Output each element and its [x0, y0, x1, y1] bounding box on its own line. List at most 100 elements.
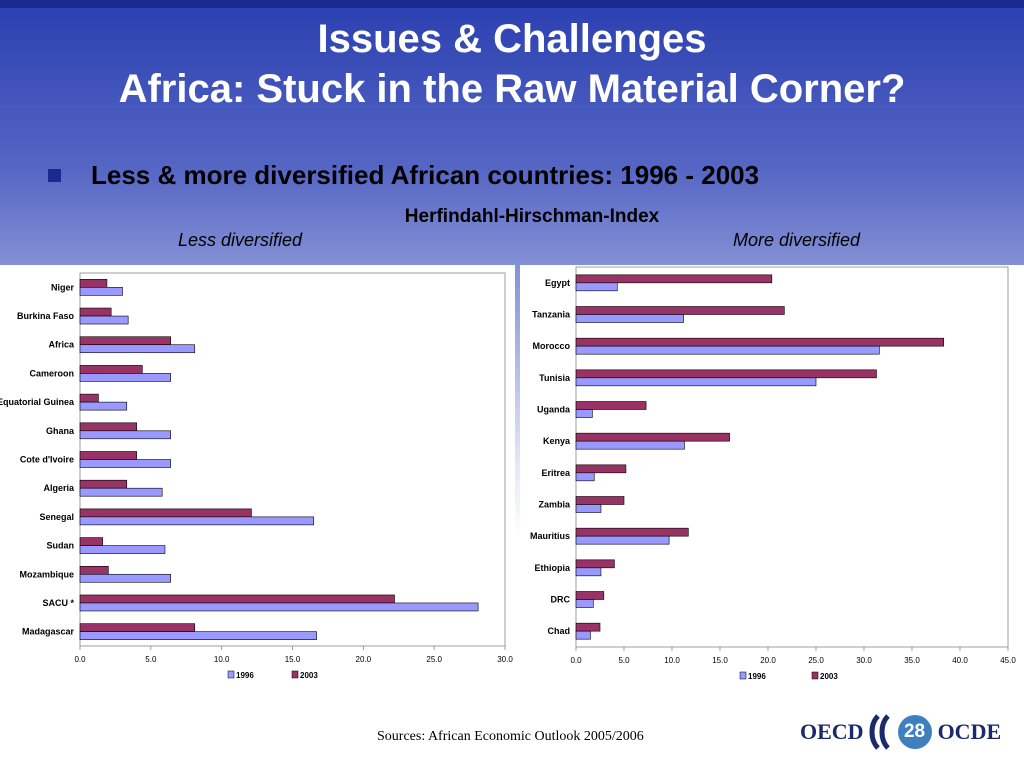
- bar-2003-chad: [575, 622, 601, 632]
- tick-label: 40.0: [952, 656, 968, 665]
- bar-1996-eritrea: [575, 472, 595, 482]
- chart-more-diversified: Egypt Tanzania Morocco Tunisia Uganda Kenya Er…: [520, 265, 1024, 700]
- category-label: Tunisia: [539, 373, 571, 383]
- bar-1996-egypt: [575, 282, 618, 292]
- bar-2003-cameroon: [79, 365, 143, 374]
- bar-1996-niger: [79, 287, 123, 296]
- bullet-point: Less & more diversified African countrie…: [48, 160, 759, 191]
- category-label: Algeria: [43, 483, 75, 493]
- bar-1996-africa: [79, 344, 196, 354]
- chart-less-diversified: Niger Burkina Faso Africa Cameroon Equatoria…: [0, 265, 515, 700]
- bar-1996-senegal: [79, 516, 315, 526]
- left-caption: Less diversified: [178, 230, 303, 250]
- bar-2003-zambia: [575, 496, 625, 505]
- bar-2003-eritrea: [575, 464, 627, 474]
- tick-label: 20.0: [760, 656, 776, 665]
- category-label: Madagascar: [22, 627, 75, 637]
- category-label: Ghana: [46, 426, 75, 436]
- bar-1996-equatorial-guinea: [79, 401, 128, 411]
- bar-1996-algeria: [79, 487, 163, 497]
- bar-2003-senegal: [79, 508, 252, 518]
- category-label: Tanzania: [532, 310, 571, 320]
- bar-2003-cote-d-ivoire: [79, 451, 137, 460]
- legend-label-2003: 2003: [820, 672, 838, 681]
- bar-1996-cote-d-ivoire: [79, 459, 171, 468]
- logo-text-oecd: OECD: [800, 719, 864, 744]
- tick-label: 25.0: [808, 656, 824, 665]
- bar-2003-niger: [79, 279, 108, 288]
- legend-label-2003: 2003: [300, 671, 318, 680]
- tick-label: 0.0: [570, 656, 582, 665]
- slide-title: Issues & Challenges Africa: Stuck in the…: [0, 14, 1024, 114]
- bar-1996-cameroon: [79, 373, 171, 382]
- category-label: Senegal: [39, 512, 74, 522]
- legend-swatch-2003: [291, 670, 299, 679]
- tick-label: 45.0: [1000, 656, 1016, 665]
- category-label: Ethiopia: [535, 563, 571, 573]
- logo-text-ocde: OCDE: [937, 719, 1002, 744]
- bar-1996-burkina-faso: [79, 315, 129, 325]
- tick-label: 35.0: [904, 656, 920, 665]
- category-label: Mauritius: [530, 531, 570, 541]
- bar-1996-zambia: [575, 504, 602, 513]
- tick-label: 15.0: [285, 655, 301, 664]
- bar-2003-ethiopia: [575, 559, 615, 569]
- bar-1996-ghana: [79, 430, 171, 440]
- bar-1996-tunisia: [575, 377, 817, 387]
- category-label: Cameroon: [29, 368, 74, 378]
- category-label: Egypt: [545, 278, 570, 288]
- oecd-mark-icon: [869, 714, 890, 750]
- bar-1996-kenya: [575, 440, 685, 450]
- oecd-logo: OECD 28 OCDE: [800, 712, 1001, 752]
- category-label: Burkina Faso: [17, 311, 75, 321]
- bar-1996-uganda: [575, 409, 593, 418]
- page-number-badge: 28: [897, 715, 932, 749]
- bar-2003-africa: [79, 336, 171, 346]
- bar-2003-mauritius: [575, 527, 689, 537]
- category-label: Mozambique: [19, 569, 74, 579]
- title-line-2: Africa: Stuck in the Raw Material Corner…: [118, 67, 906, 111]
- bar-1996-morocco: [575, 345, 880, 355]
- bar-2003-uganda: [575, 401, 647, 410]
- bar-2003-sacu-: [79, 594, 395, 604]
- tick-label: 30.0: [497, 655, 513, 664]
- legend-swatch-1996: [739, 671, 747, 680]
- bullet-square-icon: [48, 169, 61, 182]
- legend-label-1996: 1996: [748, 672, 766, 681]
- bar-2003-algeria: [79, 479, 128, 489]
- category-label: Chad: [548, 626, 571, 636]
- tick-label: 10.0: [664, 656, 680, 665]
- bar-1996-mozambique: [79, 573, 171, 583]
- tick-label: 30.0: [856, 656, 872, 665]
- category-label: Cote d'Ivoire: [20, 455, 74, 465]
- tick-label: 20.0: [356, 655, 372, 664]
- legend-swatch-1996: [227, 670, 235, 679]
- category-label: Equatorial Guinea: [0, 397, 75, 407]
- category-label: Sudan: [46, 541, 74, 551]
- legend-label-1996: 1996: [236, 671, 254, 680]
- right-caption: More diversified: [733, 230, 861, 250]
- bar-2003-drc: [575, 591, 605, 600]
- index-title: Herfindahl-Hirschman-Index: [404, 206, 660, 227]
- bar-2003-madagascar: [79, 623, 196, 632]
- category-label: Zambia: [538, 500, 571, 510]
- bar-1996-drc: [575, 599, 594, 608]
- title-line-1: Issues & Challenges: [317, 17, 707, 61]
- bar-1996-sacu-: [79, 602, 479, 612]
- tick-label: 5.0: [618, 656, 630, 665]
- bar-2003-egypt: [575, 274, 773, 284]
- category-label: DRC: [551, 595, 571, 605]
- tick-label: 5.0: [145, 655, 157, 664]
- bar-1996-chad: [575, 630, 591, 640]
- bullet-text: Less & more diversified African countrie…: [91, 160, 760, 190]
- bar-2003-morocco: [575, 337, 944, 347]
- category-label: SACU *: [42, 598, 74, 608]
- category-label: Niger: [51, 282, 75, 292]
- bar-2003-burkina-faso: [79, 307, 112, 317]
- bar-2003-tunisia: [575, 369, 877, 379]
- bar-2003-kenya: [575, 432, 730, 442]
- tick-label: 10.0: [214, 655, 230, 664]
- title-bar: [0, 0, 1024, 8]
- category-label: Kenya: [543, 436, 571, 446]
- plot-area: [575, 266, 1009, 648]
